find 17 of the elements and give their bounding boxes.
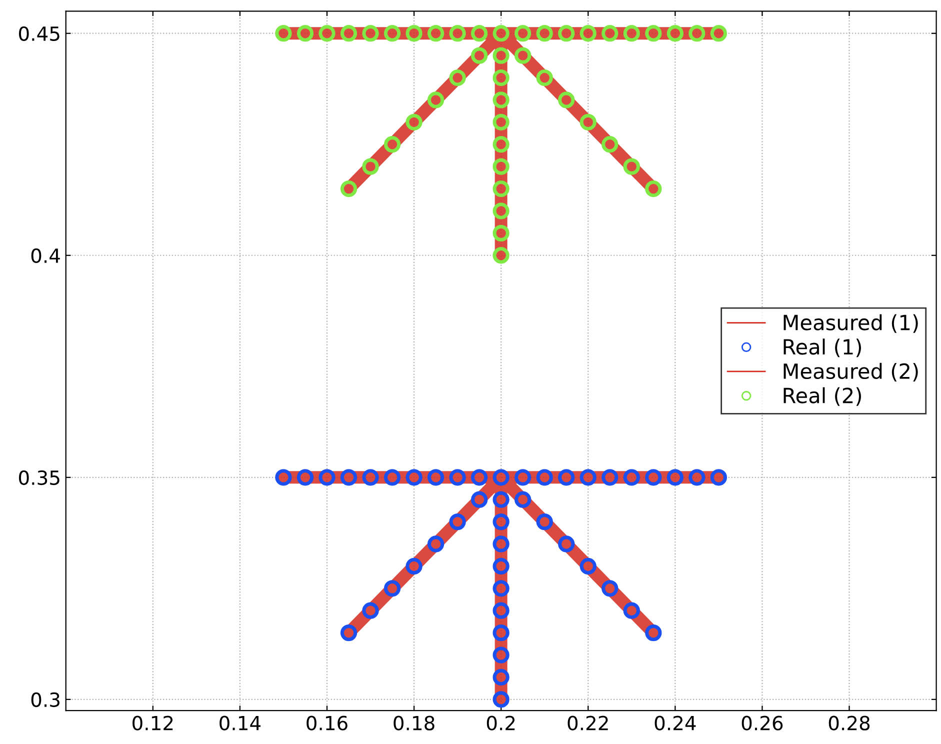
legend-label: Measured (1) [784,314,918,333]
x-tick-label: 0.16 [306,716,348,730]
x-tick-label: 0.18 [394,716,434,730]
x-tick-label: 0.28 [828,716,870,730]
x-tick-label: 0.22 [568,716,608,730]
y-tick-label: 0.4 [31,248,60,264]
y-tick-label: 0.35 [18,470,60,486]
x-tick-label: 0.14 [220,716,261,730]
y-tick-label: 0.45 [18,26,60,42]
y-tick-label: 0.3 [31,692,60,708]
x-tick-label: 0.2 [486,716,515,730]
legend-label: Measured (2) [784,362,918,382]
x-tick-label: 0.24 [654,716,696,730]
legend-label: Real (1) [784,338,861,358]
x-tick-label: 0.12 [132,716,173,730]
x-tick-label: 0.26 [742,716,783,730]
legend-label: Real (2) [784,387,861,406]
